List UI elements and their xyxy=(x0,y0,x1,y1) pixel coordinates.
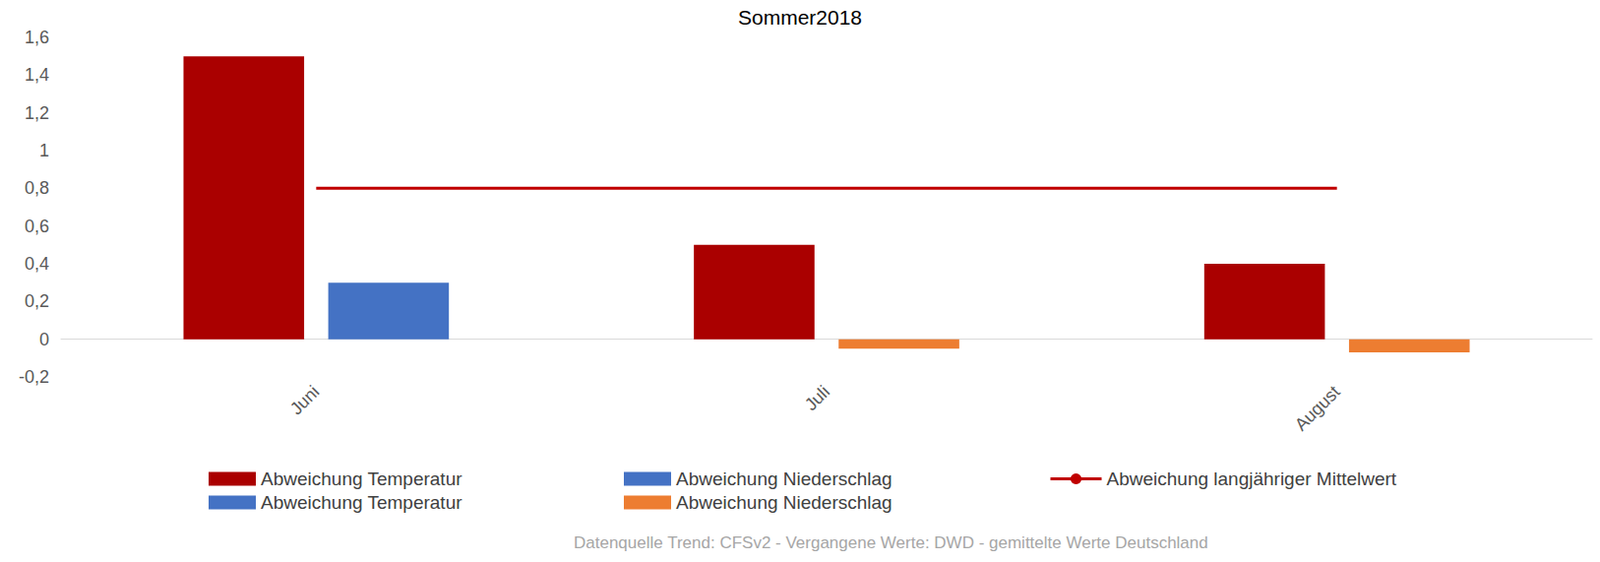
svg-text:1,2: 1,2 xyxy=(24,103,50,124)
svg-text:Abweichung Temperatur: Abweichung Temperatur xyxy=(260,468,463,490)
svg-text:Datenquelle Trend: CFSv2 - Ver: Datenquelle Trend: CFSv2 - Vergangene We… xyxy=(573,533,1209,553)
svg-text:Abweichung langjähriger Mittel: Abweichung langjähriger Mittelwert xyxy=(1107,468,1398,490)
svg-text:1,6: 1,6 xyxy=(24,27,50,48)
svg-text:1: 1 xyxy=(39,140,50,161)
svg-text:0,4: 0,4 xyxy=(24,253,50,274)
svg-text:August: August xyxy=(1291,381,1345,435)
svg-text:0,2: 0,2 xyxy=(24,291,50,311)
svg-text:Juli: Juli xyxy=(800,381,834,415)
svg-text:Sommer2018: Sommer2018 xyxy=(738,5,862,29)
svg-text:0: 0 xyxy=(39,329,50,350)
svg-text:Abweichung Niederschlag: Abweichung Niederschlag xyxy=(676,468,893,490)
svg-text:-0,2: -0,2 xyxy=(18,367,50,387)
svg-text:Juni: Juni xyxy=(286,381,323,419)
svg-text:Abweichung Temperatur: Abweichung Temperatur xyxy=(260,492,463,513)
svg-text:1,4: 1,4 xyxy=(24,64,50,85)
svg-text:Abweichung Niederschlag: Abweichung Niederschlag xyxy=(676,492,893,513)
svg-text:0,8: 0,8 xyxy=(24,178,50,198)
svg-text:0,6: 0,6 xyxy=(24,216,50,237)
